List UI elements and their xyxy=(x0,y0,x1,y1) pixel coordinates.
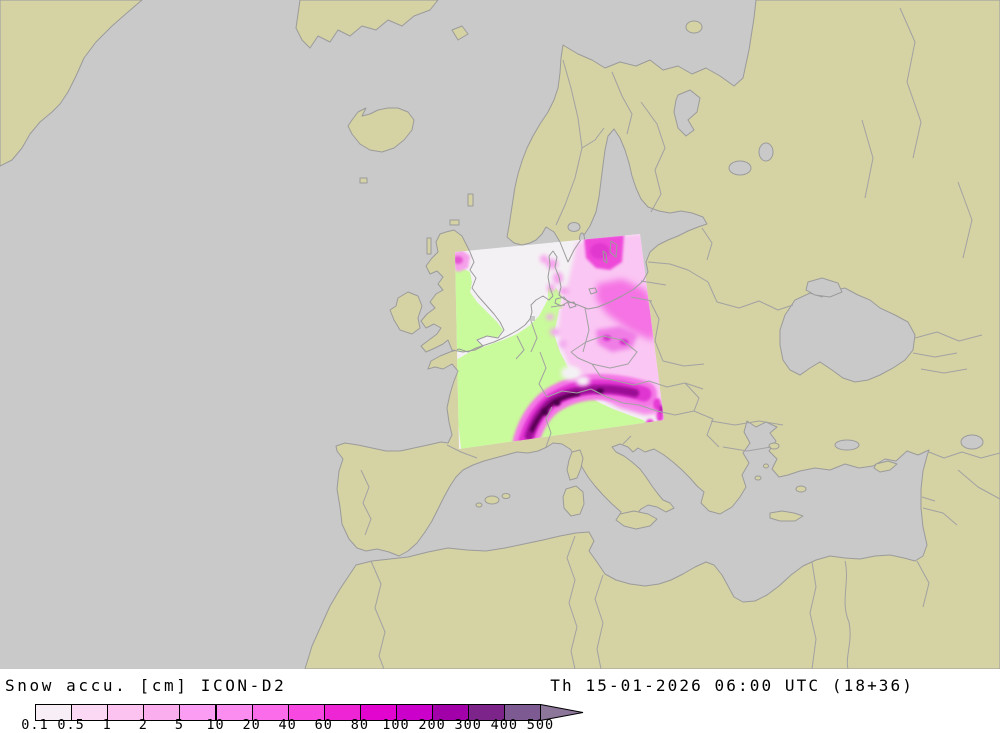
legend-color-segment xyxy=(71,704,109,721)
lake-onega xyxy=(758,142,774,162)
legend-color-segment xyxy=(143,704,181,721)
europe-map xyxy=(0,0,1000,669)
white-notch-north-alps xyxy=(561,366,581,380)
kolguyev-island xyxy=(685,20,703,34)
mallorca xyxy=(484,495,500,505)
lesbos xyxy=(768,442,780,450)
svalbard-landmass xyxy=(295,0,439,49)
faroe-islands xyxy=(359,177,368,184)
legend-tick-label: 200 xyxy=(418,717,446,733)
magenta-sweden-core xyxy=(590,243,610,259)
legend-color-segment xyxy=(396,704,434,721)
ibiza xyxy=(475,502,483,508)
legend-color-segment xyxy=(504,704,542,721)
lake-van xyxy=(960,434,984,450)
valid-time-label: Th 15-01-2026 06:00 UTC (18+36) xyxy=(550,676,914,695)
ireland xyxy=(389,291,423,335)
legend-tick-label: 0.1 xyxy=(21,717,49,733)
legend-color-segment xyxy=(468,704,506,721)
bright-pink-baltic-coast xyxy=(596,279,660,341)
crete xyxy=(769,510,804,522)
lake-vanern xyxy=(567,222,581,232)
legend-arrow xyxy=(540,704,584,721)
legend-tick-label: 300 xyxy=(454,717,482,733)
sicily xyxy=(615,510,658,530)
green-patch-denmark xyxy=(558,304,564,309)
legend-color-segment xyxy=(215,704,253,721)
arctic-island xyxy=(451,25,469,41)
legend-color-segment xyxy=(359,704,397,721)
rhodes xyxy=(795,485,807,493)
legend-tick-label: 80 xyxy=(350,717,370,733)
white-notch-north-alps xyxy=(576,376,590,386)
legend-tick-label: 60 xyxy=(314,717,333,733)
legend-tick-label: 100 xyxy=(382,717,410,733)
hebrides xyxy=(426,237,432,255)
pink-dots-central-germany xyxy=(546,314,567,348)
legend-color-segment xyxy=(287,704,325,721)
menorca xyxy=(501,493,511,499)
product-title: Snow accu. [cm] ICON-D2 xyxy=(5,676,287,695)
legend-color-segment xyxy=(107,704,145,721)
legend-tick-label: 2 xyxy=(138,717,148,733)
cyclades-island xyxy=(754,475,762,481)
lake-ladoga xyxy=(728,160,752,176)
corsica xyxy=(566,449,584,481)
sardinia xyxy=(562,485,585,517)
legend-color-segment xyxy=(35,704,73,721)
legend-tick-label: 1 xyxy=(102,717,112,733)
legend-color-segment xyxy=(323,704,361,721)
magenta-dot-scotland xyxy=(455,256,463,264)
legend-tick-label: 40 xyxy=(278,717,297,733)
legend-tick-label: 5 xyxy=(174,717,184,733)
iceland xyxy=(347,107,415,153)
legend-color-segment xyxy=(251,704,289,721)
snowfree-green-england xyxy=(455,268,503,352)
aegean-island xyxy=(763,463,769,469)
shetland-islands xyxy=(467,193,474,207)
land-layer xyxy=(0,0,1000,669)
snowfree-green-continent xyxy=(456,288,650,449)
cyprus xyxy=(873,460,898,473)
legend-color-segment xyxy=(432,704,470,721)
green-patch-denmark xyxy=(548,288,553,297)
legend-color-segment xyxy=(179,704,217,721)
legend-tick-label: 10 xyxy=(206,717,225,733)
legend-tick-label: 20 xyxy=(242,717,261,733)
ijsselmeer-gray xyxy=(530,316,535,321)
legend-tick-label: 0.5 xyxy=(57,717,85,733)
legend-tick-label: 400 xyxy=(490,717,518,733)
white-sea xyxy=(673,89,701,137)
orkney-islands xyxy=(449,219,460,226)
sea-of-marmara xyxy=(834,439,860,451)
dark-dot-domain-edge xyxy=(658,405,664,413)
greenland-landmass xyxy=(0,0,143,167)
sea-of-azov xyxy=(805,277,843,298)
icon-d2-data-domain xyxy=(455,234,664,449)
